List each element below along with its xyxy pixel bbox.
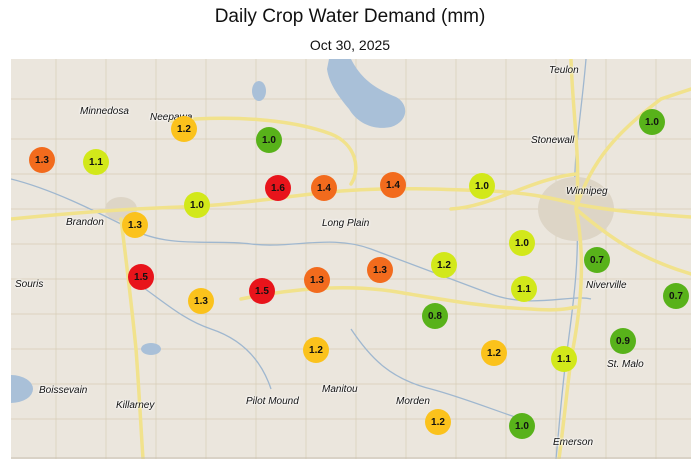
- town-label: Manitou: [322, 384, 358, 395]
- station-marker[interactable]: 1.2: [303, 337, 329, 363]
- station-marker[interactable]: 1.6: [265, 175, 291, 201]
- station-marker[interactable]: 1.2: [431, 252, 457, 278]
- town-label: Long Plain: [322, 218, 370, 229]
- station-marker[interactable]: 1.3: [304, 267, 330, 293]
- station-marker[interactable]: 1.1: [83, 149, 109, 175]
- station-marker[interactable]: 1.2: [171, 116, 197, 142]
- station-marker[interactable]: 1.3: [122, 212, 148, 238]
- town-label: Pilot Mound: [246, 396, 299, 407]
- station-marker[interactable]: 0.7: [663, 283, 689, 309]
- town-label: Winnipeg: [566, 186, 608, 197]
- map-date: Oct 30, 2025: [309, 37, 391, 53]
- town-label: Niverville: [586, 280, 627, 291]
- town-label: Stonewall: [531, 135, 575, 146]
- station-marker[interactable]: 1.0: [509, 230, 535, 256]
- town-label: Boissevain: [39, 385, 88, 396]
- station-marker[interactable]: 1.4: [380, 172, 406, 198]
- station-marker[interactable]: 1.3: [29, 147, 55, 173]
- town-label: Souris: [15, 279, 44, 290]
- town-label: Emerson: [553, 437, 594, 448]
- town-label: Minnedosa: [80, 106, 129, 117]
- town-label: Brandon: [66, 217, 104, 228]
- rural-road-grid: [11, 59, 691, 459]
- station-marker[interactable]: 1.0: [469, 173, 495, 199]
- base-map-features: [11, 59, 691, 459]
- lakes: [11, 59, 406, 403]
- map-title: Daily Crop Water Demand (mm): [214, 6, 486, 27]
- station-marker[interactable]: 1.0: [184, 192, 210, 218]
- station-marker[interactable]: 1.0: [639, 109, 665, 135]
- station-marker[interactable]: 1.2: [425, 409, 451, 435]
- station-marker[interactable]: 1.3: [188, 288, 214, 314]
- town-label: Killarney: [116, 400, 155, 411]
- station-marker[interactable]: 1.2: [481, 340, 507, 366]
- station-marker[interactable]: 1.0: [509, 413, 535, 439]
- station-marker[interactable]: 1.1: [551, 346, 577, 372]
- rivers: [11, 59, 592, 459]
- town-label: Morden: [396, 396, 430, 407]
- station-marker[interactable]: 1.3: [367, 257, 393, 283]
- station-marker[interactable]: 1.4: [311, 175, 337, 201]
- station-marker[interactable]: 1.1: [511, 276, 537, 302]
- station-marker[interactable]: 1.0: [256, 127, 282, 153]
- station-marker[interactable]: 1.5: [249, 278, 275, 304]
- station-marker[interactable]: 0.9: [610, 328, 636, 354]
- town-label: Neepawa: [150, 112, 193, 123]
- town-label: Teulon: [549, 65, 579, 76]
- station-marker[interactable]: 1.5: [128, 264, 154, 290]
- town-label: St. Malo: [607, 359, 644, 370]
- station-marker[interactable]: 0.7: [584, 247, 610, 273]
- station-marker[interactable]: 0.8: [422, 303, 448, 329]
- base-map[interactable]: Teulon Minnedosa Neepawa Stonewall Winnipeg B…: [11, 59, 691, 459]
